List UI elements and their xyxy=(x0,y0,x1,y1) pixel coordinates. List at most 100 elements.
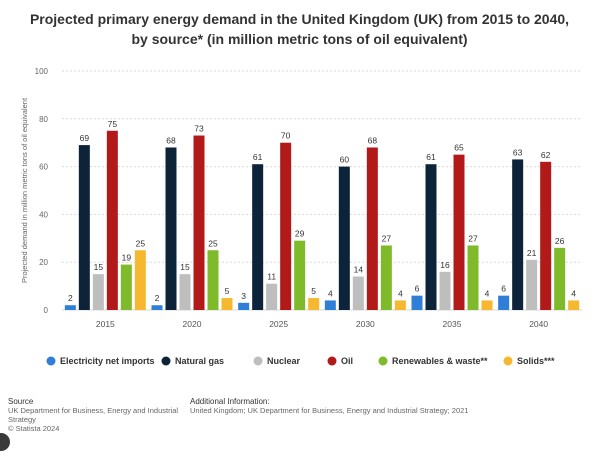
data-label: 3 xyxy=(241,291,246,301)
data-label: 14 xyxy=(354,265,364,275)
legend-label: Natural gas xyxy=(175,356,224,366)
bar xyxy=(134,250,146,310)
legend-marker xyxy=(503,356,513,366)
info-line: United Kingdom; UK Department for Busine… xyxy=(190,406,469,415)
bar xyxy=(481,300,493,310)
x-tick-label: 2030 xyxy=(356,319,375,329)
bar xyxy=(324,300,336,310)
bar xyxy=(252,164,264,310)
data-label: 5 xyxy=(311,286,316,296)
bar xyxy=(467,245,479,310)
data-label: 65 xyxy=(454,143,464,153)
data-label: 15 xyxy=(94,262,104,272)
data-label: 26 xyxy=(555,236,565,246)
y-tick-label: 0 xyxy=(44,306,49,315)
corner-badge-icon xyxy=(0,433,10,451)
data-label: 15 xyxy=(180,262,190,272)
bar xyxy=(266,283,278,310)
bar xyxy=(193,135,205,310)
data-label: 25 xyxy=(136,238,146,248)
y-tick-label: 40 xyxy=(39,210,48,219)
copyright-line: © Statista 2024 xyxy=(8,424,60,433)
data-label: 11 xyxy=(267,272,276,282)
source-block: Source UK Department for Business, Energ… xyxy=(8,397,178,433)
data-label: 4 xyxy=(398,288,403,298)
legend-label: Nuclear xyxy=(267,356,301,366)
bar xyxy=(280,142,292,310)
legend-label: Solids*** xyxy=(517,356,555,366)
legend-label: Renewables & waste** xyxy=(392,356,488,366)
bar xyxy=(207,250,219,310)
data-label: 6 xyxy=(501,284,506,294)
data-label: 2 xyxy=(155,293,160,303)
bar xyxy=(151,305,163,310)
data-label: 27 xyxy=(382,233,392,243)
bar xyxy=(498,295,510,310)
bar xyxy=(411,295,423,310)
legend-label: Oil xyxy=(341,356,353,366)
bar xyxy=(78,145,90,310)
bar xyxy=(568,300,580,310)
data-label: 73 xyxy=(194,124,204,134)
data-label: 5 xyxy=(225,286,230,296)
bar xyxy=(540,161,552,310)
additional-info-block: Additional Information: United Kingdom; … xyxy=(190,397,468,415)
data-label: 6 xyxy=(415,284,420,294)
x-tick-label: 2035 xyxy=(443,319,462,329)
bar xyxy=(179,274,191,310)
data-label: 29 xyxy=(295,229,305,239)
bar xyxy=(120,264,132,310)
legend-marker xyxy=(46,356,56,366)
data-label: 75 xyxy=(108,119,118,129)
bar xyxy=(554,247,566,310)
bar xyxy=(221,298,233,310)
y-tick-label: 20 xyxy=(39,258,48,267)
data-label: 62 xyxy=(541,150,551,160)
bar xyxy=(425,164,437,310)
bar xyxy=(366,147,378,310)
source-heading: Source xyxy=(8,397,34,406)
x-tick-label: 2025 xyxy=(269,319,288,329)
legend-label: Electricity net imports xyxy=(60,356,155,366)
bar xyxy=(165,147,177,310)
data-label: 4 xyxy=(571,288,576,298)
data-label: 69 xyxy=(80,133,90,143)
x-tick-label: 2020 xyxy=(183,319,202,329)
legend-marker xyxy=(327,356,337,366)
x-tick-label: 2015 xyxy=(96,319,115,329)
legend-marker xyxy=(378,356,388,366)
bar xyxy=(439,271,451,310)
bar xyxy=(92,274,104,310)
data-label: 21 xyxy=(527,248,537,258)
bar xyxy=(526,259,538,310)
data-label: 61 xyxy=(426,152,436,162)
source-line: Strategy xyxy=(8,415,36,424)
y-tick-label: 80 xyxy=(39,115,48,124)
legend-marker xyxy=(161,356,171,366)
data-label: 4 xyxy=(328,288,333,298)
data-label: 19 xyxy=(122,253,132,263)
bar xyxy=(394,300,406,310)
bar xyxy=(64,305,76,310)
data-label: 63 xyxy=(513,147,523,157)
data-label: 27 xyxy=(468,233,478,243)
legend-marker xyxy=(253,356,263,366)
y-tick-label: 100 xyxy=(35,67,49,76)
data-label: 4 xyxy=(485,288,490,298)
data-label: 16 xyxy=(440,260,450,270)
data-label: 70 xyxy=(281,131,291,141)
data-label: 68 xyxy=(166,135,176,145)
y-axis-label: Projected demand in million metric tons … xyxy=(20,97,29,283)
bar xyxy=(380,245,392,310)
data-label: 25 xyxy=(208,238,218,248)
bar xyxy=(338,166,350,310)
data-label: 61 xyxy=(253,152,263,162)
data-label: 68 xyxy=(368,135,378,145)
bar xyxy=(106,130,118,310)
source-line: UK Department for Business, Energy and I… xyxy=(8,406,179,415)
chart-title: Projected primary energy demand in the U… xyxy=(29,11,570,47)
bar xyxy=(294,240,306,310)
bar xyxy=(238,302,250,310)
bar xyxy=(512,159,524,310)
